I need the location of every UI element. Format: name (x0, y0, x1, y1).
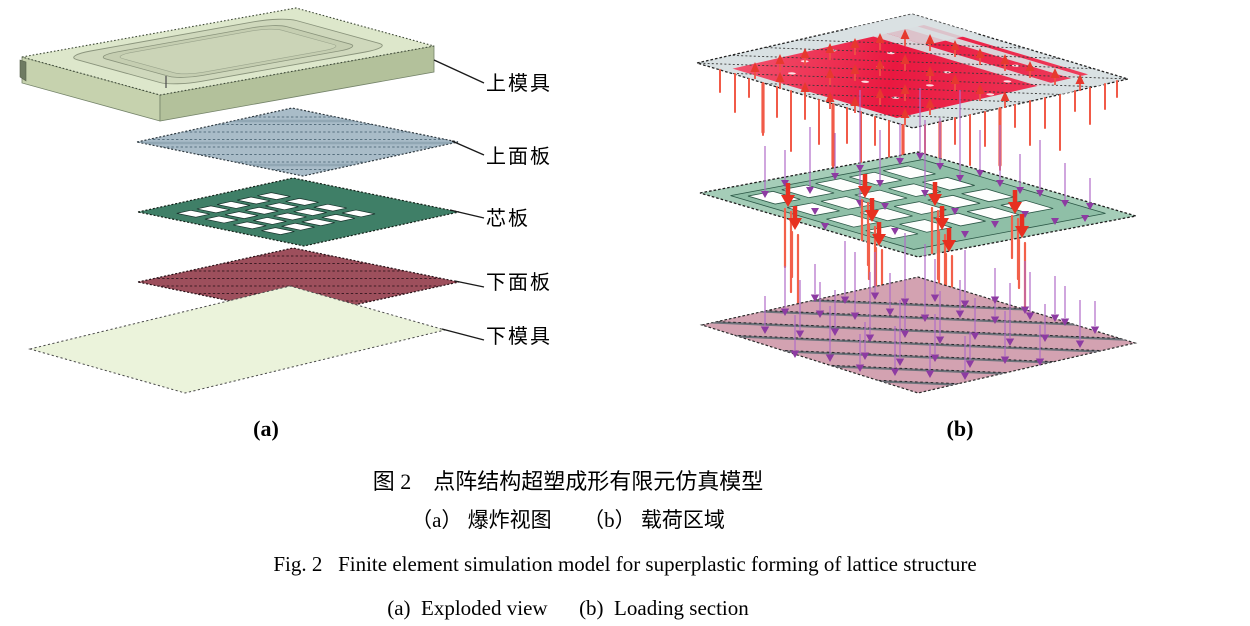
panel-a-label: (a) (253, 416, 279, 441)
callout-upper-die: 上模具 (486, 73, 552, 95)
lower-die-3d (28, 285, 447, 394)
die-cavity (63, 17, 393, 87)
panel-a-exploded-view (0, 0, 625, 394)
core-sheet-3d (138, 178, 459, 246)
b-upper-sheet-3d (694, 13, 1131, 196)
callout-lower-die: 下模具 (486, 326, 552, 348)
upper-die-3d (20, 8, 434, 122)
caption-en-subtitle: (a) Exploded view (b) Loading section (387, 596, 749, 620)
caption-zh-subtitle: （a） 爆炸视图 （b） 载荷区域 (411, 508, 725, 532)
caption-zh-title: 图 2 点阵结构超塑成形有限元仿真模型 (372, 469, 764, 494)
upper-face-sheet-3d (136, 107, 459, 177)
purple-load-lines-mid (764, 88, 1091, 208)
b-lower-sheet-3d (699, 233, 1138, 394)
callout-leader-lines (433, 59, 485, 341)
callout-core-sheet: 芯板 (486, 208, 530, 230)
callout-lower-face-sheet: 下面板 (486, 272, 552, 294)
panel-b-label: (b) (946, 416, 974, 441)
callout-upper-face-sheet: 上面板 (486, 146, 552, 168)
panel-b-loading-section (625, 13, 1250, 394)
b-loaded-region (732, 13, 1108, 118)
flame-stems (785, 174, 1025, 242)
caption-en-title: Fig. 2 Finite element simulation model f… (273, 552, 977, 576)
purple-load-lines-bottom (764, 233, 1096, 372)
flame-drips (783, 198, 1027, 316)
